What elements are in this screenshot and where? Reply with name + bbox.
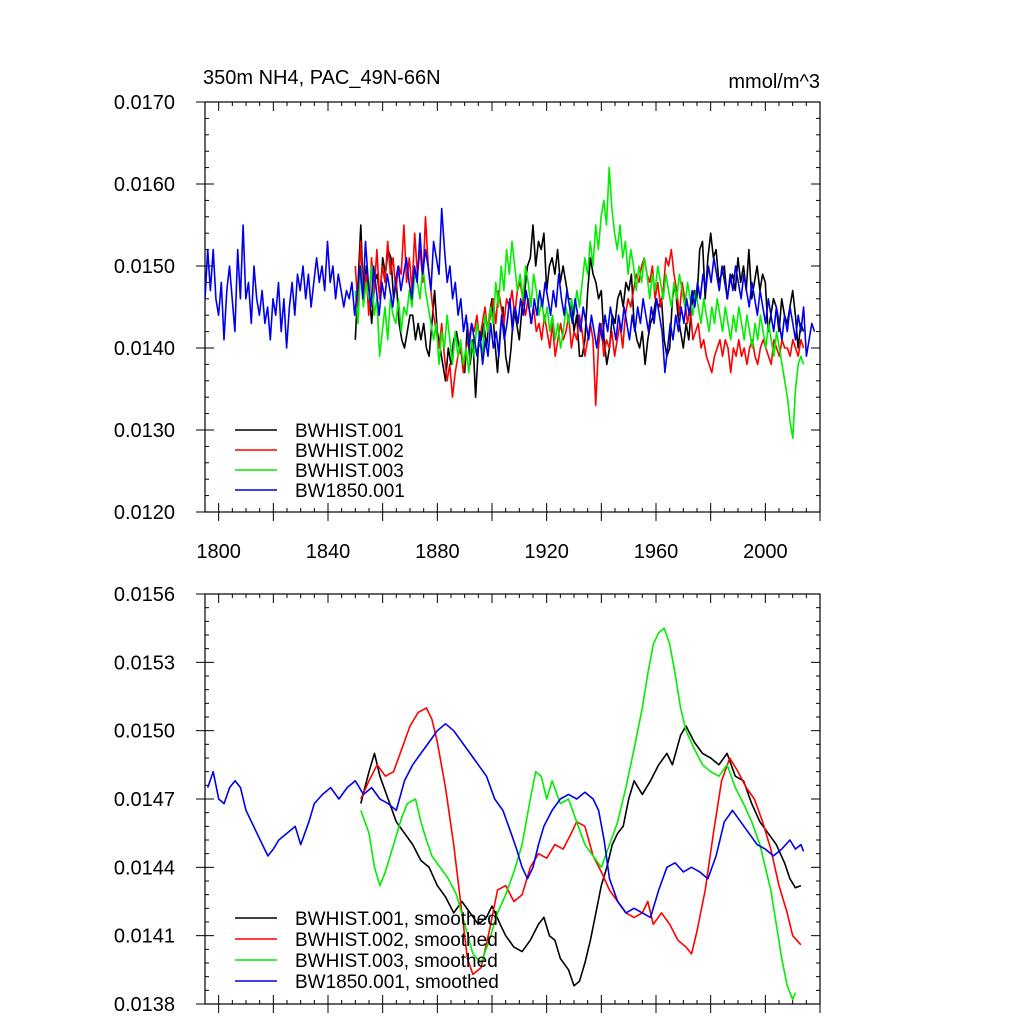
legend-label: BWHIST.003, smoothed (295, 951, 498, 972)
chart-title: 350m NH4, PAC_49N-66N (203, 67, 441, 89)
units-label: mmol/m^3 (728, 71, 820, 93)
legend-label: BWHIST.001, smoothed (295, 909, 498, 930)
y-tick-label: 0.0138 (114, 994, 175, 1016)
x-tick-label: 1960 (634, 541, 679, 563)
series-line (360, 725, 802, 987)
legend-label: BW1850.001 (295, 481, 405, 502)
y-tick-label: 0.0160 (114, 174, 175, 196)
series-line (354, 216, 805, 407)
legend-label: BW1850.001, smoothed (295, 972, 499, 993)
y-tick-label: 0.0141 (114, 926, 175, 948)
legend-label: BWHIST.003 (295, 461, 404, 482)
x-tick-label: 1840 (306, 541, 351, 563)
x-tick-label: 1880 (415, 541, 460, 563)
series-line (354, 166, 805, 440)
series-line (354, 224, 805, 399)
x-tick-label: 2000 (743, 541, 788, 563)
y-tick-label: 0.0130 (114, 420, 175, 442)
y-tick-label: 0.0140 (114, 338, 175, 360)
y-tick-label: 0.0170 (114, 92, 175, 114)
y-tick-label: 0.0156 (114, 584, 175, 606)
top-panel-raw-series: 350m NH4, PAC_49N-66N mmol/m^3 1800 1840 1… (114, 67, 821, 563)
y-tick-label: 0.0120 (114, 502, 175, 524)
y-tick-label: 0.0150 (114, 721, 175, 743)
x-tick-label: 1800 (196, 541, 241, 563)
x-tick-label: 1920 (524, 541, 569, 563)
y-tick-label: 0.0144 (114, 857, 175, 879)
series-line (360, 627, 797, 1001)
legend-label: BWHIST.002 (295, 441, 404, 462)
legend-label: BWHIST.002, smoothed (295, 930, 498, 951)
bottom-panel-smoothed-series: 0.0138 0.0141 0.0144 0.0147 0.0150 0.0153 0.01… (114, 584, 821, 1016)
series-line (206, 722, 805, 919)
y-tick-label: 0.0150 (114, 256, 175, 278)
y-tick-label: 0.0147 (114, 789, 175, 811)
plot-frame (204, 101, 821, 513)
series-line (205, 207, 816, 374)
legend-label: BWHIST.001 (295, 421, 404, 442)
series-line (360, 707, 802, 976)
y-tick-label: 0.0153 (114, 652, 175, 674)
